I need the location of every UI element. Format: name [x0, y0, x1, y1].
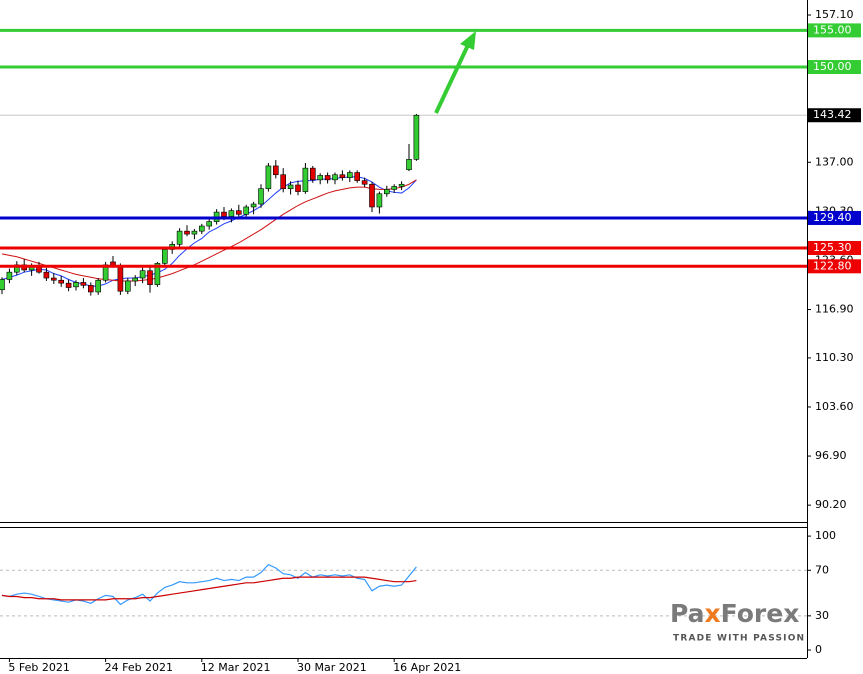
candle-body	[132, 277, 138, 282]
level-tag	[808, 240, 861, 255]
logo-part: Forex	[721, 599, 800, 628]
candle-body	[302, 167, 309, 192]
y-tick-label: 96.90	[815, 449, 847, 462]
candle-body	[199, 225, 205, 232]
candle-body	[65, 282, 72, 288]
candle-body	[376, 193, 383, 208]
y-tick-label: 103.60	[815, 400, 854, 413]
candle-body	[354, 172, 361, 181]
last-price-tag	[808, 108, 861, 123]
candle-body	[139, 270, 146, 279]
candle-body	[58, 279, 65, 284]
candle-body	[287, 184, 294, 189]
last-price-label: 143.42	[813, 108, 852, 121]
candle-body	[265, 165, 272, 189]
line	[1, 563, 417, 606]
candle-body	[258, 188, 264, 205]
x-tick-label: 16 Apr 2021	[393, 661, 461, 674]
candle-body	[184, 230, 190, 235]
candle-body	[176, 230, 183, 245]
candle-body	[391, 186, 398, 190]
logo-part: x	[705, 599, 721, 628]
candle-body	[88, 285, 94, 293]
x-tick-label: 30 Mar 2021	[297, 661, 367, 674]
y-tick-label: 30	[815, 609, 829, 622]
y-tick-label: 0	[815, 643, 822, 656]
level-label: 129.40	[813, 211, 852, 224]
level-tag	[808, 210, 861, 225]
y-tick-label: 70	[815, 563, 829, 576]
level-label: 155.00	[813, 23, 852, 36]
candle-body	[413, 114, 420, 160]
candle-body	[369, 183, 375, 208]
x-tick-label: 12 Mar 2021	[201, 661, 271, 674]
candle-body	[6, 271, 13, 280]
candle-body	[236, 210, 242, 215]
candle-body	[280, 174, 287, 189]
candle-body	[73, 282, 79, 288]
x-tick-label: 5 Feb 2021	[8, 661, 69, 674]
line	[1, 179, 417, 282]
logo-part: Pa	[670, 599, 705, 628]
candle-body	[272, 165, 279, 176]
line	[1, 576, 417, 601]
candle-body	[162, 249, 168, 264]
candle-body	[43, 271, 50, 279]
candle-body	[398, 183, 405, 187]
x-tick-label: 24 Feb 2021	[105, 661, 173, 674]
y-tick-label: 110.30	[815, 351, 854, 364]
candle-body	[383, 189, 390, 195]
candle-body	[332, 174, 338, 181]
candle-body	[147, 270, 153, 285]
y-tick-label: 157.10	[815, 8, 854, 21]
candle-body	[295, 184, 301, 192]
candle-body	[324, 175, 331, 181]
candle-body	[228, 210, 235, 217]
arrow	[434, 44, 470, 114]
candle-body	[50, 277, 57, 281]
candle-body	[206, 221, 212, 227]
candle-body	[361, 180, 368, 185]
level-tag	[808, 23, 861, 38]
candle-body	[250, 203, 257, 208]
y-tick-label: 116.90	[815, 303, 854, 316]
tagline: TRADE WITH PASSION	[673, 634, 805, 644]
level-label: 125.30	[813, 241, 852, 254]
level-label: 122.80	[813, 259, 852, 272]
candle-body	[346, 172, 353, 178]
logo-text: PaxForex	[670, 599, 799, 628]
level-tag	[808, 259, 861, 274]
candle-body	[406, 159, 412, 170]
candle-body	[95, 279, 101, 293]
candle-body	[317, 175, 324, 181]
y-tick-label: 90.20	[815, 498, 847, 511]
candle-body	[221, 211, 227, 217]
candle-body	[0, 279, 5, 291]
candle-body	[80, 282, 87, 286]
candle-body	[243, 206, 249, 215]
candle-body	[309, 167, 316, 181]
candle-body	[125, 280, 131, 292]
candle-body	[154, 263, 161, 285]
level-tag	[808, 60, 861, 75]
y-tick-label: 137.00	[815, 155, 854, 168]
level-label: 150.00	[813, 60, 852, 73]
candle-body	[117, 266, 124, 292]
y-tick-label: 100	[815, 529, 836, 542]
logo: PaxForex TRADE WITH PASSION	[670, 599, 805, 644]
candle-body	[339, 174, 346, 178]
arrow-head	[460, 31, 476, 50]
candle-body	[191, 230, 198, 235]
plot: 157.10137.00130.30123.60116.90110.30103.…	[0, 8, 861, 674]
